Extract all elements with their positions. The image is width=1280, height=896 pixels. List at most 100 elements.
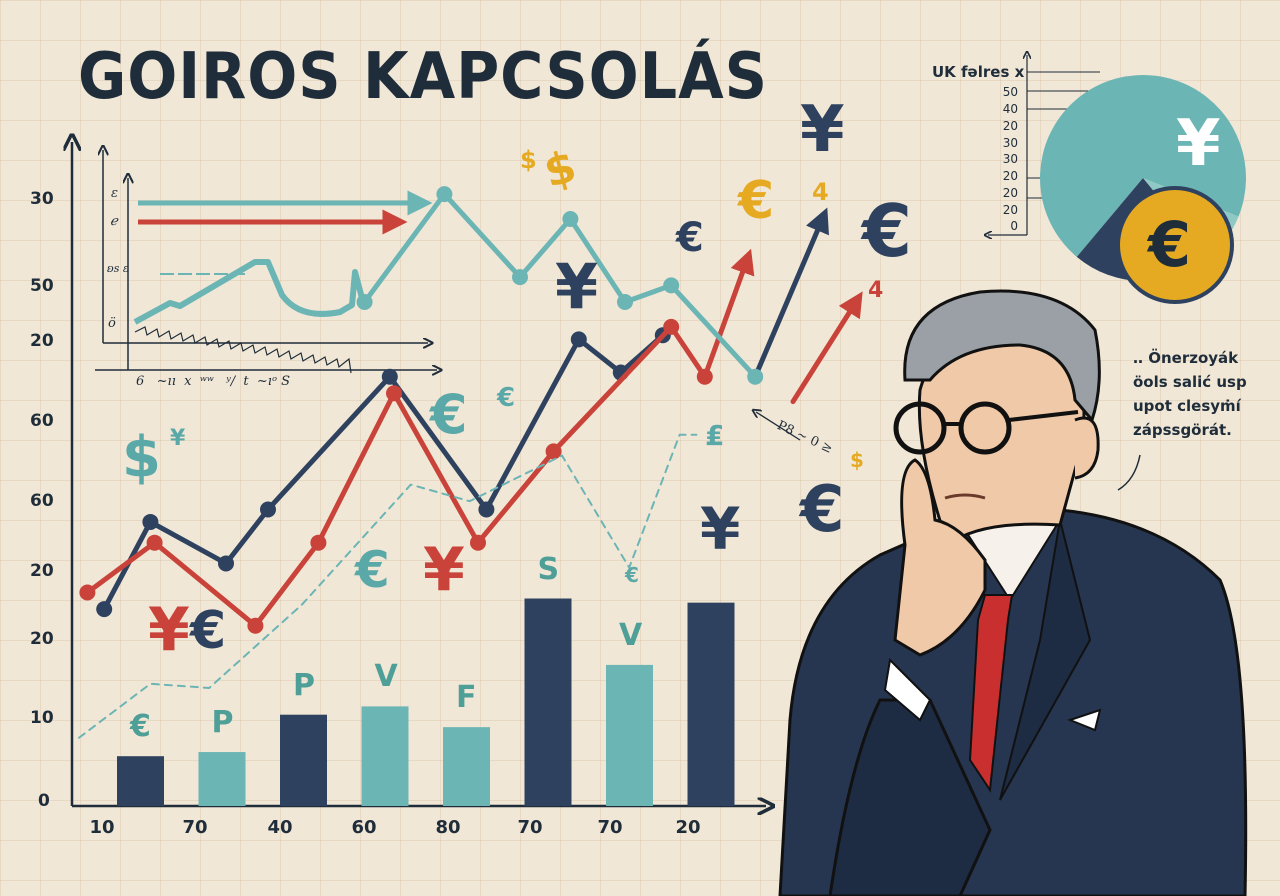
speech-pointer [1117, 454, 1141, 491]
pie-y-tick: 0 [1010, 219, 1018, 233]
bar-label: F [456, 680, 477, 716]
x-tick: 70 [182, 817, 208, 838]
x-tick: 40 [267, 817, 293, 838]
data-point [310, 534, 327, 551]
bar [361, 706, 409, 806]
series-line [78, 433, 698, 739]
inset-y-label: ʚs ɛ [107, 262, 129, 275]
euro-symbol: € [190, 601, 227, 661]
speech-line: upot clesyṁí [1133, 397, 1241, 415]
dollar-symbol: $ [122, 425, 161, 490]
y-tick: 20 [30, 331, 54, 351]
data-point [562, 211, 579, 227]
dollar-symbol: $ [520, 146, 537, 174]
y-tick: 60 [30, 411, 54, 431]
euro-symbol: € [625, 563, 639, 587]
pie-y-tick: 20 [1002, 169, 1018, 183]
x-tick: 80 [435, 817, 461, 838]
data-point [218, 555, 234, 572]
data-point [545, 443, 562, 460]
data-point [356, 294, 373, 310]
data-point [570, 331, 587, 348]
bar [198, 752, 246, 806]
x-tick: 70 [597, 817, 623, 838]
bar [687, 602, 735, 806]
bar-label: P [293, 667, 315, 703]
pie-y-tick: 20 [1002, 119, 1018, 133]
pie-slice [1040, 74, 1246, 257]
inset-teal-line [133, 259, 371, 325]
yen-symbol: ¥ [800, 93, 845, 167]
y-tick: 0 [38, 791, 50, 811]
coin-euro-label: € [1148, 208, 1192, 281]
pie-y-tick: 20 [1002, 203, 1018, 217]
speech-text: ‥ Önerzoyák öols salić usp upot clesyṁí … [1133, 346, 1247, 442]
inset-zigzag [134, 326, 352, 374]
euro-symbol: € [738, 171, 775, 231]
yen-symbol: ¥ [170, 426, 186, 451]
inset-x-labels: 6 ~ıı x ʷʷ ʸ/ t ~ıᵒ S [136, 374, 291, 389]
euro-symbol: € [862, 189, 913, 273]
x-tick: 10 [89, 817, 115, 838]
pound-symbol: ₤ [705, 419, 725, 452]
pie-slice-label-yen: ¥ [1176, 107, 1221, 181]
x-tick: 60 [351, 817, 377, 838]
data-point [146, 534, 163, 551]
y-tick: 20 [30, 629, 54, 649]
bar-label: € [130, 709, 151, 745]
speech-line: ‥ Önerzoyák [1133, 349, 1239, 367]
pie-y-tick: 30 [1002, 136, 1018, 150]
bar [117, 756, 164, 806]
data-point [386, 385, 402, 402]
euro-symbol: € [355, 541, 390, 599]
pie-y-tick: 20 [1002, 186, 1018, 200]
pie-y-tick: 40 [1002, 102, 1018, 116]
data-point [247, 617, 264, 634]
inset-y-label: ℯ [110, 214, 118, 229]
euro-symbol: € [430, 383, 468, 446]
y-tick: 30 [30, 189, 54, 209]
data-point [478, 501, 495, 518]
series-line [84, 324, 708, 629]
euro-symbol: € [800, 473, 845, 547]
euro-symbol: € [676, 215, 704, 261]
y-tick: 50 [30, 276, 54, 296]
data-point [747, 368, 764, 385]
inset-chart [95, 150, 437, 373]
digit-symbol: 4 [868, 278, 884, 303]
inset-y-label: ö [108, 316, 116, 331]
yen-symbol: ¥ [700, 495, 741, 563]
pie-y-tick: 30 [1002, 152, 1018, 166]
x-tick: 20 [675, 817, 701, 838]
yen-symbol: ¥ [555, 250, 599, 323]
data-point [142, 513, 159, 530]
inset-y-label: ɛ [111, 186, 118, 201]
y-tick: 10 [30, 708, 54, 728]
pie-title: UK fəlres x [932, 63, 1025, 81]
bar-label: V [374, 659, 398, 695]
yen-symbol: ¥ [148, 595, 190, 665]
speech-line: zápssgörát. [1133, 421, 1232, 439]
thinking-man-illustration [778, 289, 1248, 896]
data-point [663, 318, 680, 335]
data-point [260, 501, 276, 518]
trend-arrow [752, 207, 829, 380]
pie-y-tick: 50 [1002, 85, 1018, 99]
page-title: GOIROS KAPCSOLÁS [78, 40, 768, 114]
x-tick: 70 [517, 817, 543, 838]
speech-line: öols salić usp [1133, 373, 1247, 391]
trend-arrow [790, 291, 863, 405]
data-point [470, 534, 486, 551]
y-tick: 60 [30, 491, 54, 511]
data-point [381, 368, 398, 385]
data-point [663, 277, 680, 294]
bar [524, 598, 572, 806]
bar [280, 714, 327, 806]
y-tick: 20 [30, 561, 54, 581]
data-point [617, 294, 633, 310]
data-point [436, 186, 453, 203]
yen-symbol: ¥ [423, 535, 465, 605]
digit-symbol: 4 [812, 178, 829, 206]
trend-arrow [702, 248, 755, 380]
data-point [79, 584, 96, 601]
